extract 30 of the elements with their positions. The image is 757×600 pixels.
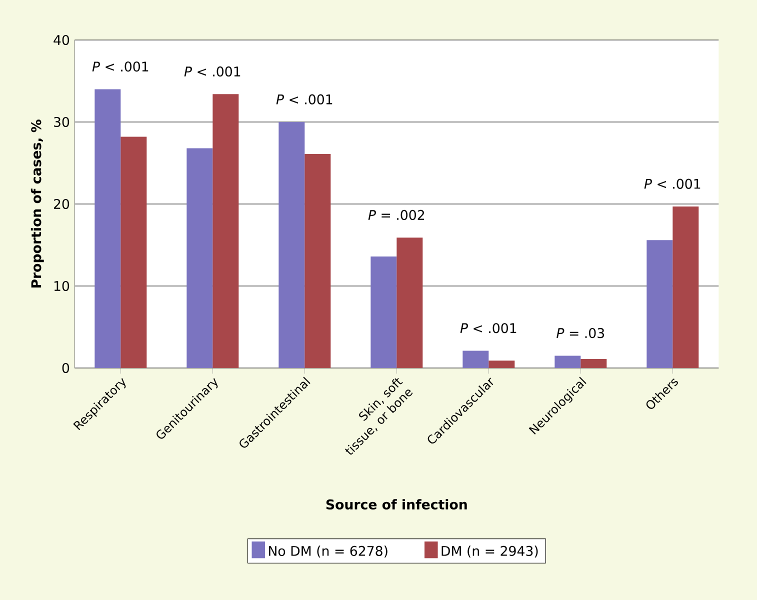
bar [462, 350, 489, 368]
legend-label: DM (n = 2943) [442, 546, 538, 558]
annotation: P < .001 [184, 66, 240, 77]
annotation: P = .002 [368, 210, 424, 220]
bar [580, 358, 607, 368]
bar [304, 154, 331, 368]
bar [120, 136, 147, 368]
bar [370, 256, 397, 368]
annotation: P < .001 [460, 323, 516, 334]
y-axis-title: Proportion of cases, % [30, 120, 44, 288]
bar [94, 89, 121, 368]
y-tick-label: 40 [54, 34, 70, 46]
bar [554, 356, 581, 368]
bar [646, 240, 673, 368]
bar [212, 94, 239, 368]
annotation: P < .001 [644, 178, 700, 189]
bar [278, 122, 305, 368]
legend-label: No DM (n = 6278) [269, 546, 388, 558]
annotation: P < .001 [276, 94, 332, 104]
annotation: P = .03 [556, 328, 604, 338]
bar [396, 238, 423, 368]
y-tick-label: 10 [54, 280, 70, 292]
bar [672, 206, 699, 368]
x-axis-title: Source of infection [326, 499, 467, 510]
y-tick-label: 0 [62, 362, 70, 374]
bar [488, 360, 515, 368]
y-tick-label: 30 [54, 116, 70, 128]
bar [186, 148, 213, 368]
y-tick-label: 20 [54, 198, 70, 210]
annotation: P < .001 [92, 62, 148, 72]
